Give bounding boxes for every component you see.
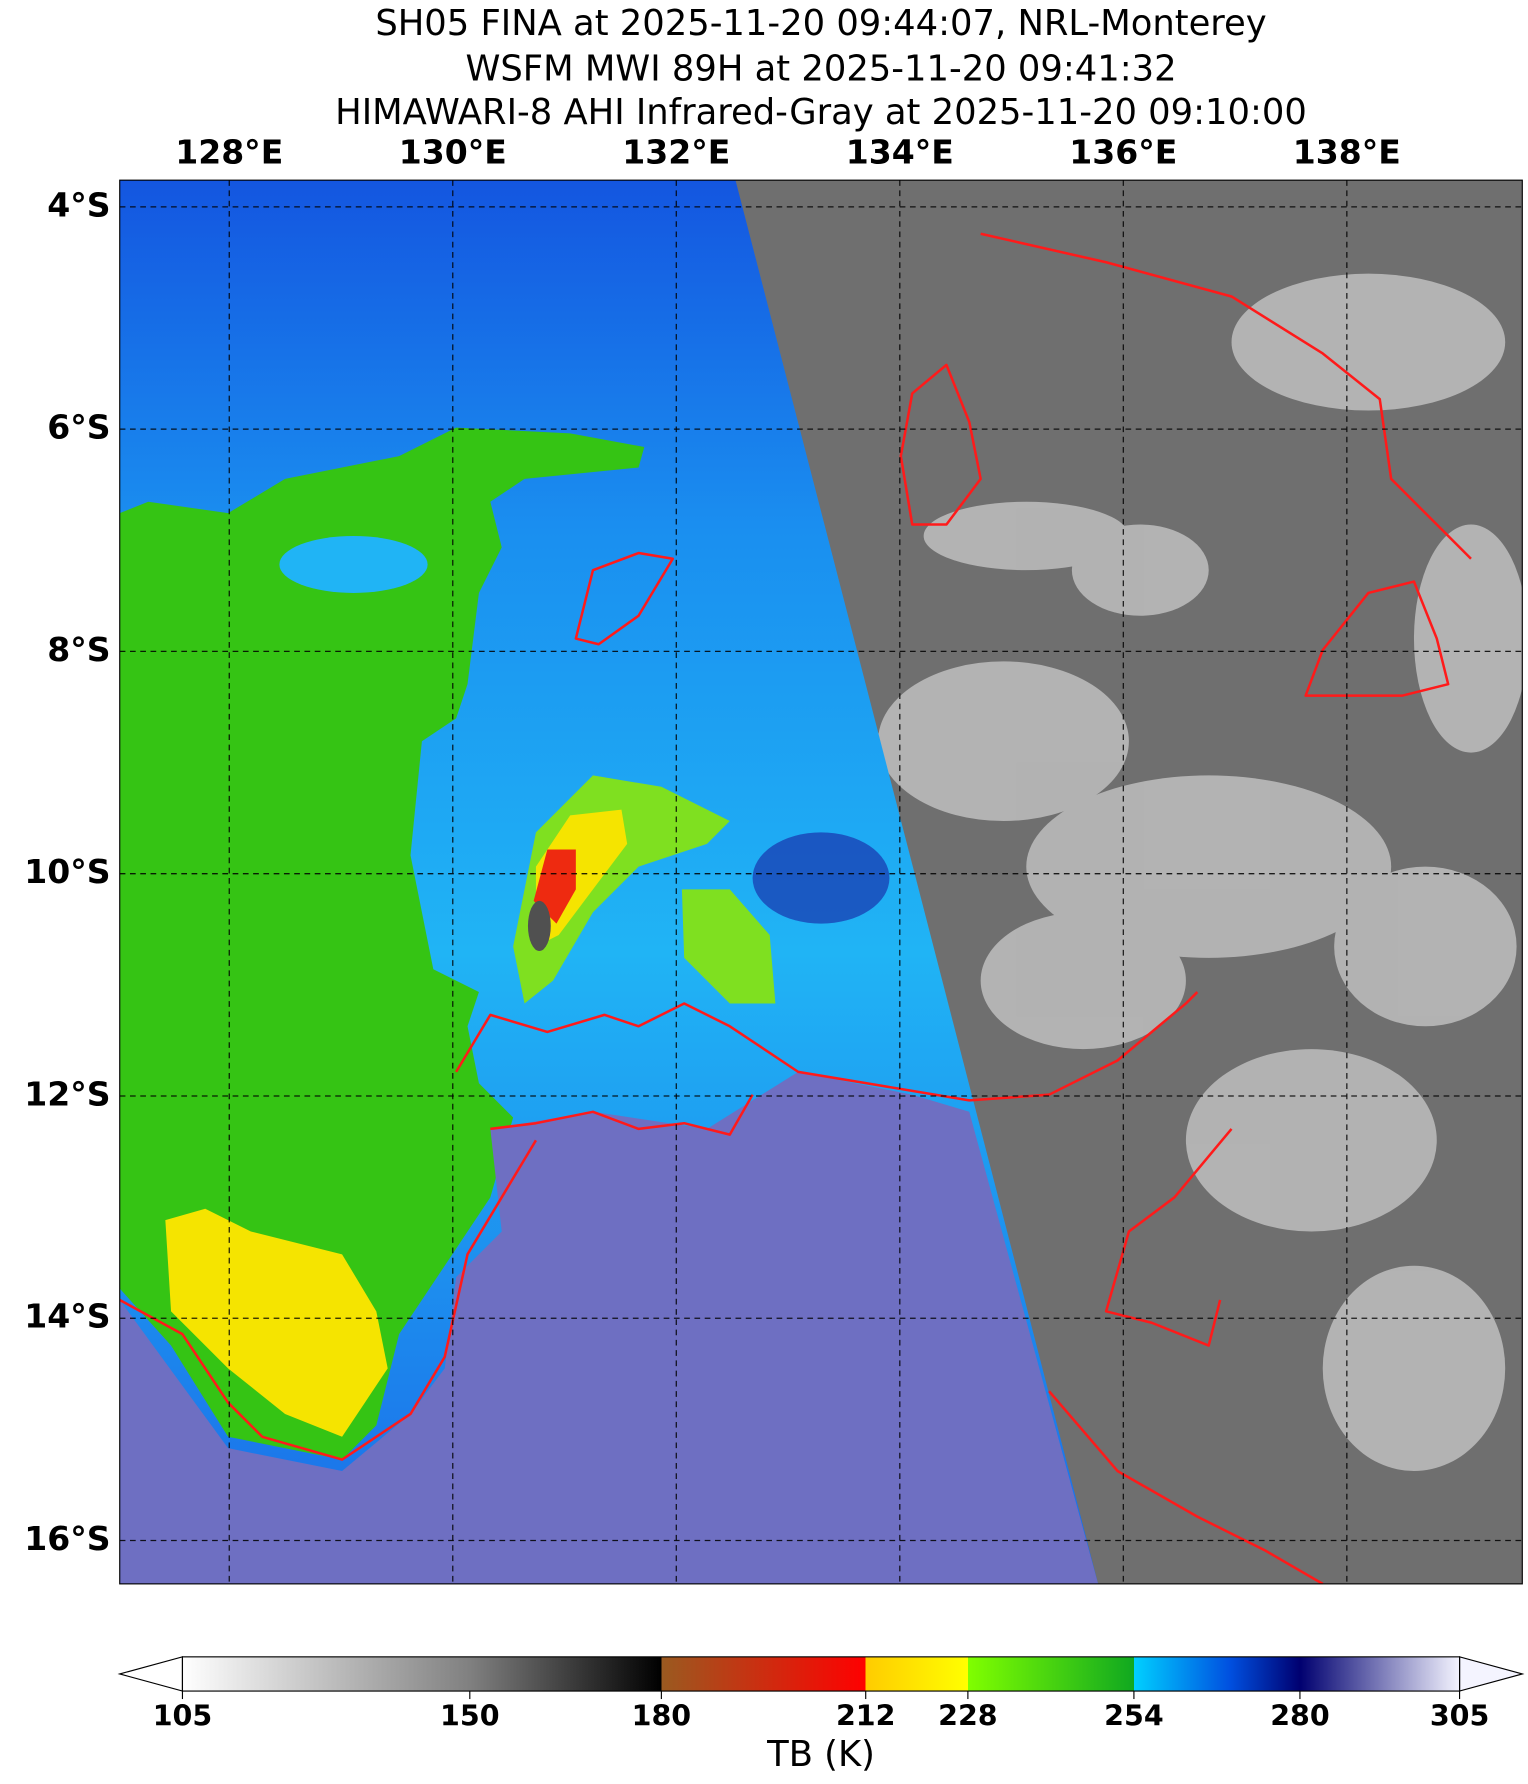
hot-area	[165, 1208, 388, 1437]
lon-label: 138°E	[1293, 132, 1401, 171]
imagery	[119, 180, 1523, 1584]
colorbar: TB (K) 105 150 180 212 228 254 280 305	[117, 1656, 1525, 1775]
lon-label: 132°E	[622, 132, 730, 171]
lat-label: 8°S	[47, 630, 110, 669]
colorbar-label: TB (K)	[766, 1734, 875, 1775]
lon-label: 134°E	[846, 132, 954, 171]
lon-label: 128°E	[175, 132, 283, 171]
map-axes: 128°E 130°E 132°E 134°E 136°E 138°E 4°S 6°S 8°S 1…	[24, 132, 1401, 1558]
lat-label: 16°S	[24, 1519, 110, 1558]
colorbar-extend	[1459, 1656, 1525, 1692]
ir-clouds	[878, 273, 1523, 1471]
lat-label: 6°S	[47, 408, 110, 447]
coastlines	[119, 232, 1472, 1584]
colorbar-tick-label: 105	[153, 1699, 213, 1732]
storm-eye	[527, 900, 551, 952]
colorbar-tick-label: 305	[1430, 1699, 1490, 1732]
colorbar-tick-label: 254	[1104, 1699, 1164, 1732]
cold-ring	[752, 832, 890, 924]
lat-label: 10°S	[24, 852, 110, 891]
warm-area	[119, 427, 645, 1460]
title-line: WSFM MWI 89H at 2025-11-20 09:41:32	[465, 49, 1176, 90]
lat-label: 4°S	[47, 185, 110, 224]
lat-label: 14°S	[24, 1297, 110, 1336]
colorbar-extend	[117, 1656, 184, 1692]
colorbar-tick-label: 228	[938, 1699, 998, 1732]
colorbar-tick-label: 180	[632, 1699, 692, 1732]
title-line: HIMAWARI-8 AHI Infrared-Gray at 2025-11-…	[335, 92, 1307, 133]
colorbar-tick-label: 212	[836, 1699, 896, 1732]
land-area	[119, 1071, 1099, 1584]
colorbar-tick-label: 280	[1270, 1699, 1330, 1732]
map-frame	[119, 179, 1523, 1585]
lon-label: 136°E	[1069, 132, 1177, 171]
cool-patch	[279, 535, 428, 593]
storm-band	[681, 889, 776, 1004]
colorbar-tick-label: 150	[440, 1699, 500, 1732]
graticule	[119, 180, 1523, 1584]
lon-label: 130°E	[399, 132, 507, 171]
lat-label: 12°S	[24, 1074, 110, 1113]
titles: SH05 FINA at 2025-11-20 09:44:07, NRL-Mo…	[335, 3, 1307, 133]
title-line: SH05 FINA at 2025-11-20 09:44:07, NRL-Mo…	[375, 3, 1266, 44]
colorbar-bar	[181, 1656, 1461, 1692]
